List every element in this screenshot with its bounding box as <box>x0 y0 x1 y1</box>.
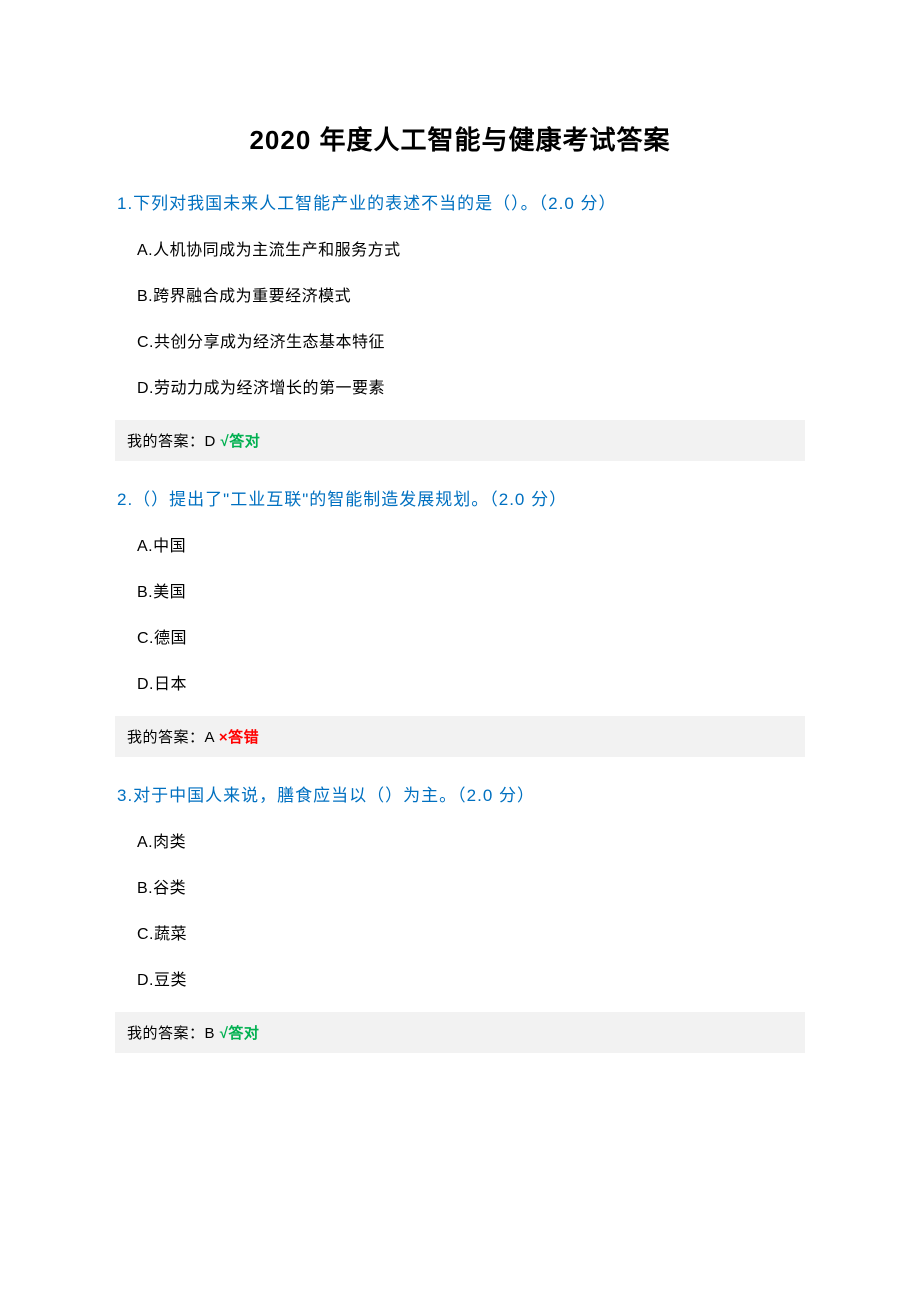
option-d: D.劳动力成为经济增长的第一要素 <box>137 374 805 398</box>
answer-bar: 我的答案：B √答对 <box>115 1012 805 1053</box>
answer-prefix: 我的答案： <box>127 729 205 746</box>
question-block-3: 3.对于中国人来说，膳食应当以（）为主。（2.0 分） A.肉类 B.谷类 C.… <box>115 781 805 1053</box>
question-text: 1.下列对我国未来人工智能产业的表述不当的是（）。（2.0 分） <box>115 189 805 214</box>
result-text: √答对 <box>221 433 261 450</box>
options-list: A.中国 B.美国 C.德国 D.日本 <box>115 532 805 694</box>
exam-page: 2020 年度人工智能与健康考试答案 1.下列对我国未来人工智能产业的表述不当的… <box>0 0 920 1137</box>
question-text: 3.对于中国人来说，膳食应当以（）为主。（2.0 分） <box>115 781 805 806</box>
option-c: C.德国 <box>137 624 805 648</box>
page-title: 2020 年度人工智能与健康考试答案 <box>115 120 805 157</box>
option-d: D.豆类 <box>137 966 805 990</box>
option-b: B.跨界融合成为重要经济模式 <box>137 282 805 306</box>
my-answer: D <box>205 433 216 450</box>
option-a: A.肉类 <box>137 828 805 852</box>
options-list: A.肉类 B.谷类 C.蔬菜 D.豆类 <box>115 828 805 990</box>
option-c: C.共创分享成为经济生态基本特征 <box>137 328 805 352</box>
my-answer: A <box>205 729 215 746</box>
option-d: D.日本 <box>137 670 805 694</box>
result-text: √答对 <box>220 1025 260 1042</box>
option-b: B.谷类 <box>137 874 805 898</box>
options-list: A.人机协同成为主流生产和服务方式 B.跨界融合成为重要经济模式 C.共创分享成… <box>115 236 805 398</box>
answer-prefix: 我的答案： <box>127 1025 205 1042</box>
result-text: ×答错 <box>219 729 259 746</box>
option-a: A.人机协同成为主流生产和服务方式 <box>137 236 805 260</box>
my-answer: B <box>205 1025 216 1042</box>
question-block-1: 1.下列对我国未来人工智能产业的表述不当的是（）。（2.0 分） A.人机协同成… <box>115 189 805 461</box>
option-a: A.中国 <box>137 532 805 556</box>
option-c: C.蔬菜 <box>137 920 805 944</box>
question-block-2: 2.（）提出了"工业互联"的智能制造发展规划。（2.0 分） A.中国 B.美国… <box>115 485 805 757</box>
answer-prefix: 我的答案： <box>127 433 205 450</box>
answer-bar: 我的答案：D √答对 <box>115 420 805 461</box>
answer-bar: 我的答案：A ×答错 <box>115 716 805 757</box>
option-b: B.美国 <box>137 578 805 602</box>
question-text: 2.（）提出了"工业互联"的智能制造发展规划。（2.0 分） <box>115 485 805 510</box>
